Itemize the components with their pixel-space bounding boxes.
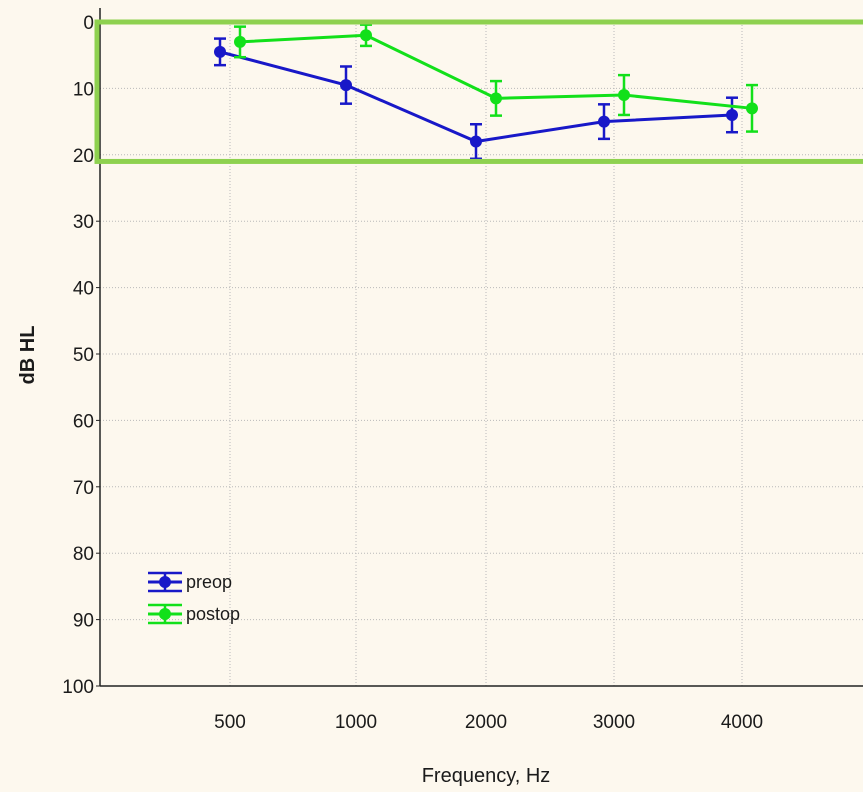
series-layer bbox=[214, 23, 758, 161]
y-tick-labels: 0 10 20 30 40 50 60 70 80 90 100 bbox=[62, 13, 94, 698]
y-tick-label: 90 bbox=[73, 611, 94, 632]
x-tick-label: 2000 bbox=[465, 712, 507, 733]
x-tick-label: 3000 bbox=[593, 712, 635, 733]
series-preop bbox=[214, 37, 738, 161]
x-tick-label: 4000 bbox=[721, 712, 763, 733]
y-tick-label: 20 bbox=[73, 146, 94, 167]
postop-point bbox=[360, 29, 372, 42]
postop-point bbox=[490, 92, 502, 105]
y-tick-label: 50 bbox=[73, 345, 94, 366]
postop-point bbox=[618, 89, 630, 102]
x-axis-title: Frequency, Hz bbox=[422, 765, 551, 787]
legend-swatch-marker bbox=[159, 576, 171, 588]
y-tick-label: 60 bbox=[73, 411, 94, 432]
y-axis-title: dB HL bbox=[17, 326, 39, 385]
x-tick-labels: 500 1000 2000 3000 4000 bbox=[214, 712, 763, 733]
series-postop bbox=[234, 23, 758, 133]
grid bbox=[100, 22, 863, 686]
legend-label-postop: postop bbox=[186, 604, 240, 624]
legend-swatch-marker bbox=[159, 608, 171, 620]
y-tick-label: 70 bbox=[73, 478, 94, 499]
preop-point bbox=[214, 45, 226, 58]
y-tick-label: 100 bbox=[62, 677, 94, 698]
preop-point bbox=[598, 115, 610, 128]
x-tick-label: 1000 bbox=[335, 712, 377, 733]
postop-point bbox=[746, 102, 758, 115]
preop-point bbox=[726, 108, 738, 121]
y-tick-label: 40 bbox=[73, 279, 94, 300]
legend: preop postop bbox=[148, 571, 240, 625]
preop-point bbox=[340, 79, 352, 92]
highlight-box bbox=[94, 19, 863, 164]
y-tick-label: 30 bbox=[73, 212, 94, 233]
preop-point bbox=[470, 135, 482, 148]
y-tick-label: 0 bbox=[83, 13, 94, 34]
postop-point bbox=[234, 35, 246, 48]
x-tick-label: 500 bbox=[214, 712, 246, 733]
legend-label-preop: preop bbox=[186, 572, 232, 592]
y-tick-label: 80 bbox=[73, 544, 94, 565]
y-tick-label: 10 bbox=[73, 79, 94, 100]
